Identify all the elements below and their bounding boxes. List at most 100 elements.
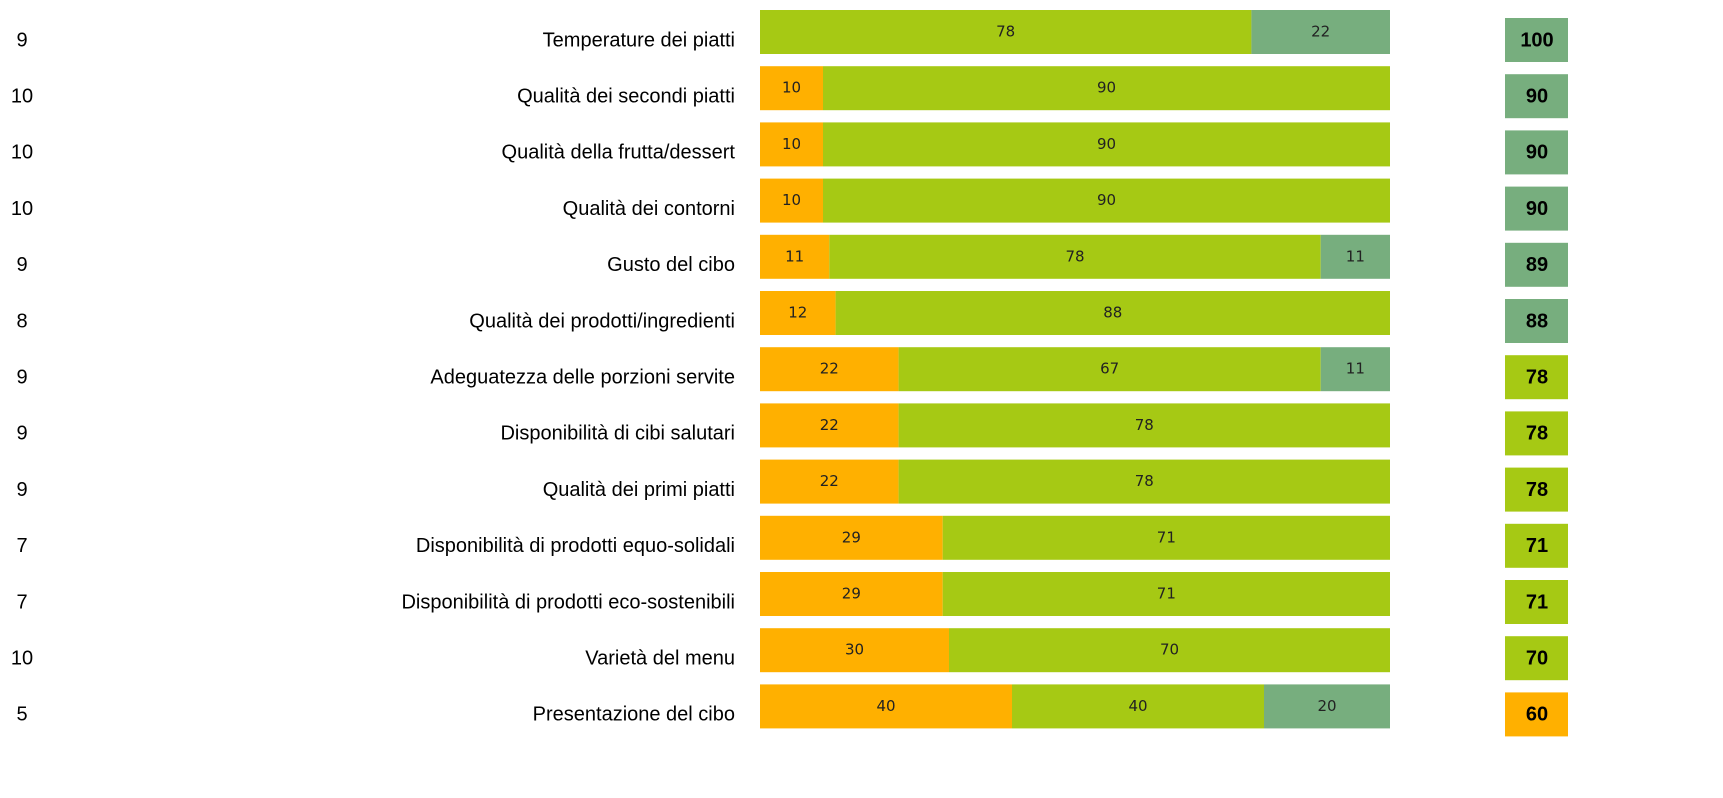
bar-segment <box>1251 10 1390 54</box>
segment-label: 11 <box>785 247 804 265</box>
score-box <box>1505 130 1568 175</box>
bar-segment <box>898 403 1390 448</box>
score-label: 88 <box>1526 310 1548 332</box>
score-box <box>1505 242 1568 287</box>
score-box <box>1505 636 1568 681</box>
segment-label: 67 <box>1100 360 1119 378</box>
score-label: 60 <box>1526 704 1548 726</box>
category-label: Disponibilità di prodotti eco-sostenibil… <box>401 591 735 613</box>
segment-label: 11 <box>1346 360 1365 378</box>
score-box <box>1505 523 1568 568</box>
count-label: 10 <box>11 142 33 164</box>
segment-label: 78 <box>1135 416 1154 434</box>
bar-segment <box>823 178 1390 223</box>
segment-label: 78 <box>996 23 1015 41</box>
count-label: 9 <box>16 254 27 276</box>
segment-label: 71 <box>1157 528 1176 546</box>
segment-label: 40 <box>876 697 895 715</box>
score-label: 89 <box>1526 254 1548 276</box>
count-label: 9 <box>16 423 27 445</box>
count-label: 5 <box>16 704 27 726</box>
bar-segment <box>1320 347 1390 392</box>
score-box <box>1505 74 1568 119</box>
segment-label: 10 <box>782 135 801 153</box>
segment-label: 22 <box>1311 23 1330 41</box>
score-label: 78 <box>1526 479 1548 501</box>
segment-label: 70 <box>1160 641 1179 659</box>
category-label: Qualità dei secondi piatti <box>517 85 735 107</box>
segment-label: 90 <box>1097 79 1116 97</box>
bar-segment <box>942 515 1390 560</box>
score-label: 90 <box>1526 142 1548 164</box>
bar-segment <box>1264 684 1390 729</box>
bar-segment <box>760 234 830 279</box>
segment-label: 78 <box>1135 472 1154 490</box>
bar-segment <box>835 291 1390 335</box>
segment-label: 12 <box>788 304 807 322</box>
segment-label: 10 <box>782 79 801 97</box>
category-label: Qualità dei prodotti/ingredienti <box>469 310 735 332</box>
category-label: Disponibilità di prodotti equo-solidali <box>416 535 735 557</box>
bar-segment <box>760 347 899 392</box>
score-label: 90 <box>1526 85 1548 107</box>
score-label: 70 <box>1526 647 1548 669</box>
segment-label: 29 <box>842 585 861 603</box>
category-label: Gusto del cibo <box>607 254 735 276</box>
bar-segment <box>760 684 1012 729</box>
bar-segment <box>760 459 899 504</box>
bar-segment <box>760 291 836 335</box>
bar-segment <box>760 403 899 448</box>
score-label: 71 <box>1526 535 1548 557</box>
bar-segment <box>760 515 943 560</box>
bar-segment <box>760 10 1252 54</box>
score-label: 90 <box>1526 198 1548 220</box>
score-box <box>1505 411 1568 456</box>
segment-label: 88 <box>1103 304 1122 322</box>
score-box <box>1505 18 1568 62</box>
score-label: 100 <box>1520 29 1553 51</box>
bar-segment <box>760 66 823 111</box>
segment-label: 22 <box>820 472 839 490</box>
bar-segment <box>760 122 823 167</box>
count-label: 9 <box>16 366 27 388</box>
category-label: Qualità dei contorni <box>563 198 735 220</box>
bar-segment <box>823 122 1390 167</box>
segment-label: 20 <box>1317 697 1336 715</box>
bar-segment <box>949 628 1390 673</box>
bar-segment <box>898 459 1390 504</box>
category-label: Qualità della frutta/dessert <box>502 142 736 164</box>
category-label: Qualità dei primi piatti <box>543 479 735 501</box>
count-label: 10 <box>11 85 33 107</box>
score-label: 78 <box>1526 423 1548 445</box>
segment-label: 22 <box>820 416 839 434</box>
count-label: 10 <box>11 198 33 220</box>
count-label: 9 <box>16 479 27 501</box>
bar-segment <box>898 347 1321 392</box>
count-label: 7 <box>16 591 27 613</box>
count-label: 8 <box>16 310 27 332</box>
segment-label: 11 <box>1346 247 1365 265</box>
bar-segment <box>760 628 949 673</box>
category-label: Disponibilità di cibi salutari <box>500 423 735 445</box>
score-box <box>1505 692 1568 737</box>
score-box <box>1505 186 1568 231</box>
category-label: Temperature dei piatti <box>543 29 735 51</box>
segment-label: 90 <box>1097 135 1116 153</box>
bar-segment <box>823 66 1390 111</box>
bar-segment <box>829 234 1321 279</box>
bar-segment <box>760 178 823 223</box>
bar-segment <box>942 572 1390 616</box>
bar-segment <box>760 572 943 616</box>
segment-label: 29 <box>842 528 861 546</box>
score-box <box>1505 299 1568 343</box>
count-label: 9 <box>16 29 27 51</box>
count-label: 7 <box>16 535 27 557</box>
score-box <box>1505 467 1568 512</box>
segment-label: 30 <box>845 641 864 659</box>
segment-label: 10 <box>782 191 801 209</box>
segment-label: 40 <box>1128 697 1147 715</box>
segment-label: 90 <box>1097 191 1116 209</box>
category-label: Presentazione del cibo <box>533 704 735 726</box>
count-label: 10 <box>11 647 33 669</box>
